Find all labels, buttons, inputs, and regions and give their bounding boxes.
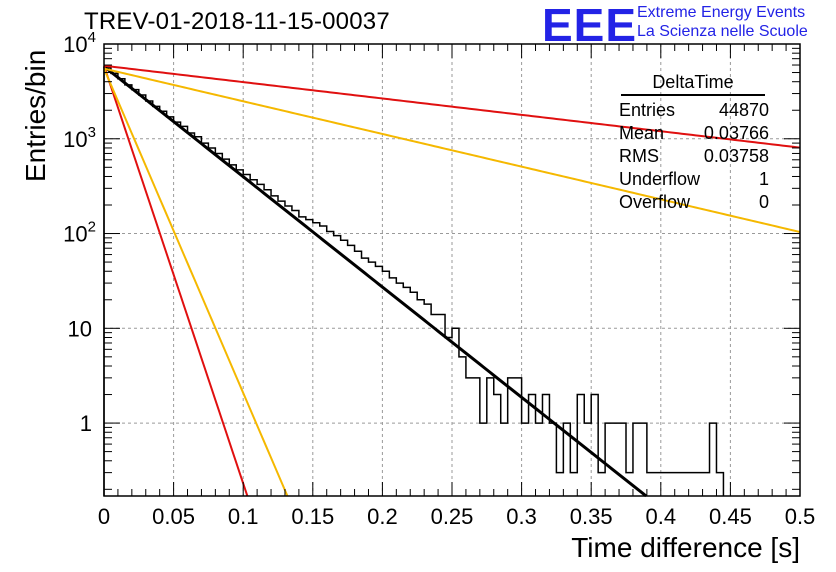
stats-box: DeltaTime Entries 44870 Mean 0.03766 RMS…: [613, 71, 773, 214]
fit-line-3: [103, 67, 801, 233]
stats-label: Mean: [619, 123, 665, 143]
x-tick-label: 0.45: [709, 504, 752, 529]
x-tick-label: 0.25: [431, 504, 474, 529]
fit-curves: [103, 64, 801, 498]
histogram-steps: [103, 67, 725, 496]
axis-ticks: [103, 43, 801, 496]
stats-label: Entries: [619, 100, 676, 120]
y-axis-label: Entries/bin: [20, 49, 51, 182]
stats-label: Underflow: [619, 169, 701, 189]
logo-line-1: Extreme Energy Events: [637, 4, 806, 21]
stats-row-entries: Entries 44870: [613, 99, 773, 122]
x-tick-label: 0.1: [228, 504, 259, 529]
stats-label: RMS: [619, 146, 659, 166]
stats-name: DeltaTime: [621, 71, 765, 96]
y-tick-label: 102: [63, 219, 96, 247]
y-tick-label: 1: [80, 411, 92, 436]
y-tick-labels: 1 10 102 103 104: [63, 29, 96, 436]
stats-value: 0.03758: [703, 146, 769, 166]
chart-title: TREV-01-2018-11-15-00037: [84, 8, 390, 35]
x-tick-label: 0.2: [367, 504, 398, 529]
x-tick-label: 0.05: [152, 504, 195, 529]
stats-value: 0: [758, 192, 769, 212]
fit-line-1: [103, 64, 801, 149]
eee-logo: EEE: [542, 0, 638, 51]
y-tick-label: 103: [63, 124, 96, 152]
x-tick-label: 0: [98, 504, 110, 529]
stats-row-overflow: Overflow 0: [613, 191, 773, 214]
x-axis-label: Time difference [s]: [571, 532, 800, 563]
stats-value: 44870: [718, 100, 769, 120]
x-tick-label: 0.15: [291, 504, 334, 529]
y-tick-label: 104: [63, 29, 96, 57]
y-tick-label: 10: [68, 316, 92, 341]
fit-line-0: [103, 65, 648, 498]
fit-line-4: [103, 68, 289, 497]
stats-label: Overflow: [619, 192, 691, 212]
x-tick-label: 0.4: [646, 504, 677, 529]
stats-row-mean: Mean 0.03766: [613, 122, 773, 145]
x-tick-label: 0.35: [570, 504, 613, 529]
logo-line-2: La Scienza nelle Scuole: [637, 23, 808, 40]
x-tick-label: 0.3: [506, 504, 537, 529]
fit-line-2: [103, 65, 249, 497]
stats-row-underflow: Underflow 1: [613, 168, 773, 191]
histogram: [103, 67, 725, 496]
stats-value: 1: [758, 169, 769, 189]
x-tick-labels: 0 0.05 0.1 0.15 0.2 0.25 0.3 0.35 0.4 0.45 0.5: [98, 504, 815, 529]
stats-value: 0.03766: [703, 123, 769, 143]
stats-row-rms: RMS 0.03758: [613, 145, 773, 168]
x-tick-label: 0.5: [785, 504, 816, 529]
